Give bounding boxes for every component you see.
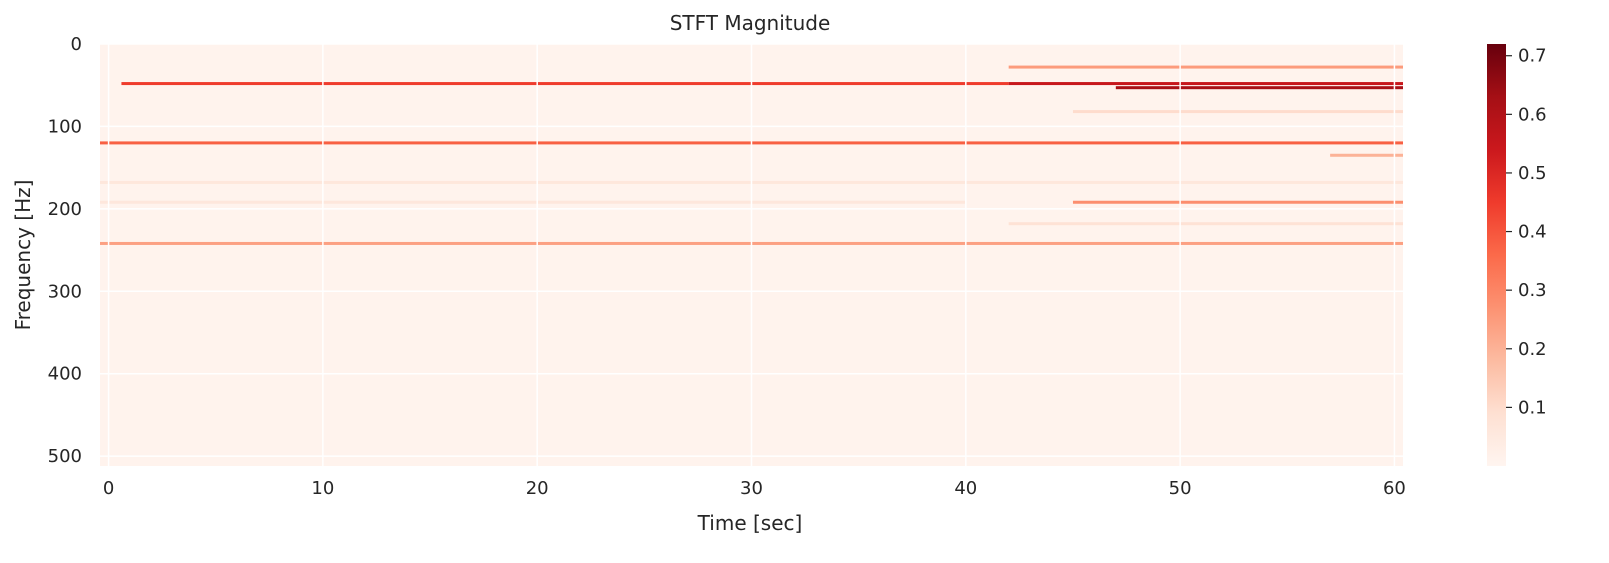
colorbar-tick-label-4: 0.5 xyxy=(1518,163,1547,184)
colorbar-tick-label-6: 0.7 xyxy=(1518,46,1547,67)
y-tick-label-3: 300 xyxy=(48,281,82,302)
x-tick-label-3: 30 xyxy=(740,478,763,499)
x-tick-label-5: 50 xyxy=(1169,478,1192,499)
x-tick-label-2: 20 xyxy=(526,478,549,499)
x-tick-label-4: 40 xyxy=(954,478,977,499)
heatmap-band-2-0 xyxy=(1008,65,1403,69)
heatmap-band-4-0 xyxy=(1330,153,1403,157)
x-tick-label-0: 0 xyxy=(103,478,114,499)
x-axis-label: Time [sec] xyxy=(697,511,803,535)
colorbar-tick-label-0: 0.1 xyxy=(1518,397,1547,418)
heatmap-band-5-0 xyxy=(100,200,966,204)
heatmap-band-1-0 xyxy=(1115,86,1403,90)
heatmap-band-0-0 xyxy=(121,82,1009,86)
y-tick-label-1: 100 xyxy=(48,116,82,137)
heatmap-band-7-0 xyxy=(1072,110,1403,114)
colorbar-tick-label-1: 0.2 xyxy=(1518,339,1547,360)
colorbar xyxy=(1487,44,1506,466)
y-axis-label: Frequency [Hz] xyxy=(11,180,35,331)
y-tick-label-4: 400 xyxy=(48,364,82,385)
x-tick-label-1: 10 xyxy=(311,478,334,499)
colorbar-tick-label-5: 0.6 xyxy=(1518,104,1547,125)
chart-title: STFT Magnitude xyxy=(670,11,831,35)
colorbar-tick-label-2: 0.3 xyxy=(1518,280,1547,301)
y-tick-label-5: 500 xyxy=(48,446,82,467)
heatmap-band-0-1 xyxy=(1008,82,1403,86)
heatmap-band-5-1 xyxy=(1072,200,1403,204)
y-tick-label-2: 200 xyxy=(48,199,82,220)
heatmap-band-9-0 xyxy=(1008,222,1403,226)
colorbar-tick-label-3: 0.4 xyxy=(1518,222,1547,243)
x-tick-label-6: 60 xyxy=(1383,478,1406,499)
y-tick-label-0: 0 xyxy=(71,34,82,55)
